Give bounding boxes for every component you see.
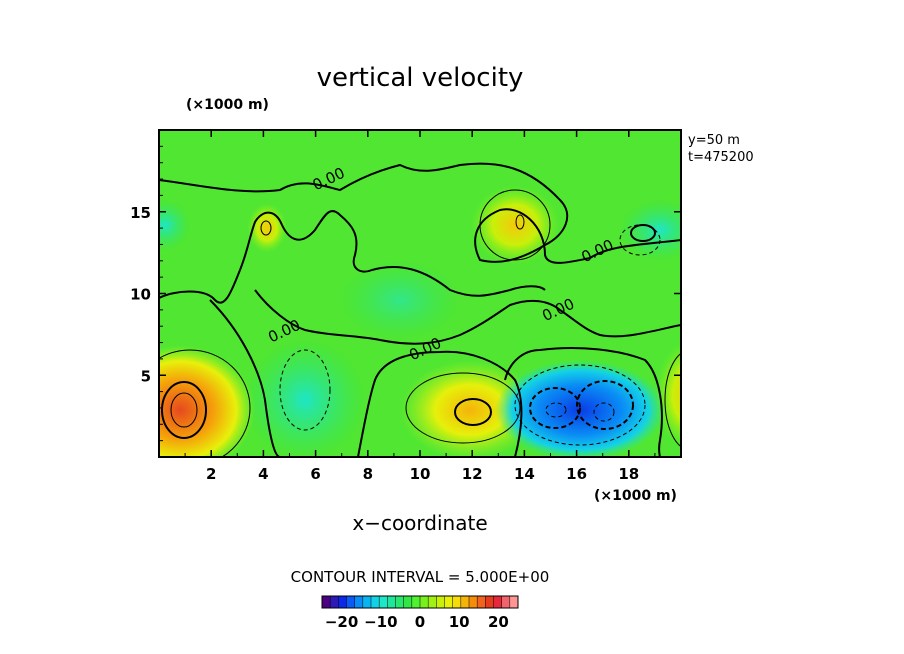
colorbar-swatch <box>452 596 462 608</box>
zero-contour-bottom <box>209 299 281 457</box>
y-tick-label: 15 <box>130 204 151 222</box>
contour-max-left-20 <box>161 381 207 439</box>
contour-min-15-left <box>545 402 567 418</box>
x-tick-label: 6 <box>310 465 320 483</box>
colorbar-swatch <box>354 596 364 608</box>
contour-min-15-right <box>593 402 615 422</box>
zero-contour-lower <box>254 289 681 345</box>
plot-area: 0.000.000.000.000.00 <box>159 130 681 457</box>
colorbar-swatch <box>460 596 470 608</box>
x-tick-label: 10 <box>410 465 431 483</box>
colorbar-swatch <box>322 596 331 608</box>
colorbar-swatch <box>330 596 339 608</box>
contour-neg-upperright <box>619 224 661 256</box>
contour-pos-upperleft <box>260 220 272 236</box>
colorbar-tick-label: −20 <box>325 613 358 631</box>
contour-max-left-25 <box>170 392 198 428</box>
contour-neg-left <box>279 349 331 431</box>
colorbar-swatch <box>444 596 454 608</box>
info-line-position: y=50 m <box>688 133 740 148</box>
x-tick-label: 18 <box>618 465 639 483</box>
x-tick-label: 16 <box>566 465 587 483</box>
colorbar-swatch <box>420 596 429 608</box>
zero-contour-bottom-center <box>357 350 523 457</box>
contour-interval-text: CONTOUR INTERVAL = 5.000E+00 <box>291 568 550 586</box>
y-unit-label: (×1000 m) <box>186 97 269 113</box>
x-unit-label: (×1000 m) <box>594 488 677 504</box>
info-line-time: t=475200 <box>688 150 754 165</box>
y-tick-label: 5 <box>141 367 151 385</box>
colorbar-swatch <box>485 596 494 608</box>
contour-pos-rightedge <box>664 352 681 448</box>
field-region-cyan-left <box>245 340 365 457</box>
x-tick-label: 12 <box>462 465 483 483</box>
contour-min-5 <box>514 364 646 446</box>
contour-lines <box>159 162 681 457</box>
field-region-cyan-leftedge <box>159 200 190 250</box>
x-axis: 2 4 6 8 10 12 14 16 18 <box>184 130 656 483</box>
colorbar-swatch <box>395 596 405 608</box>
colorbar-swatch <box>387 596 396 608</box>
field-region-max-left <box>159 345 255 457</box>
colorbar-swatch <box>411 596 421 608</box>
colorbar-tick-label: 20 <box>488 613 509 631</box>
zero-contour-top <box>159 162 681 264</box>
colorbar-swatch <box>379 596 388 608</box>
colorbar-tick-label: 0 <box>415 613 425 631</box>
contour-max-center-10 <box>454 398 492 426</box>
x-tick-label: 14 <box>514 465 535 483</box>
x-tick-label: 8 <box>363 465 373 483</box>
contour-pos-upperright <box>479 189 551 261</box>
field-region-cyan-top <box>340 260 460 340</box>
colorbar-swatch <box>346 596 356 608</box>
colorbar-swatch <box>403 596 413 608</box>
colorbar-swatch <box>338 596 347 608</box>
colorbar-swatch <box>428 596 437 608</box>
colorbar-swatch <box>477 596 486 608</box>
info-block: y=50 m t=475200 <box>688 133 754 165</box>
colorbar-swatch <box>501 596 511 608</box>
x-axis-label: x−coordinate <box>352 511 487 535</box>
colorbar-swatch <box>371 596 380 608</box>
colorbar-swatch <box>436 596 445 608</box>
contour-min-10-right <box>576 380 634 430</box>
colorbar-tick-label: 10 <box>449 613 470 631</box>
x-tick-label: 2 <box>206 465 216 483</box>
colorbar-swatch <box>509 596 519 608</box>
zero-contour-middle <box>159 210 546 304</box>
colorbar-swatch <box>493 596 503 608</box>
contour-neg-rightedge-1 <box>630 224 656 242</box>
contour-pos-upperright-inner <box>515 214 525 230</box>
field-region-max-upperright <box>470 185 560 265</box>
colorbar: −20 −10 0 10 20 <box>321 595 519 631</box>
contour-max-left-10 <box>159 349 251 457</box>
chart-title: vertical velocity <box>317 63 524 93</box>
colorbar-swatch <box>469 596 478 608</box>
y-tick-label: 10 <box>130 286 151 304</box>
colorbar-tick-label: −10 <box>364 613 397 631</box>
x-tick-label: 4 <box>258 465 268 483</box>
colorbar-swatch <box>362 596 372 608</box>
contour-max-center-5 <box>405 372 521 444</box>
contour-min-10-left <box>529 387 581 429</box>
y-axis: 5 10 15 <box>130 145 681 442</box>
zero-contour-bottom-right <box>504 347 663 457</box>
